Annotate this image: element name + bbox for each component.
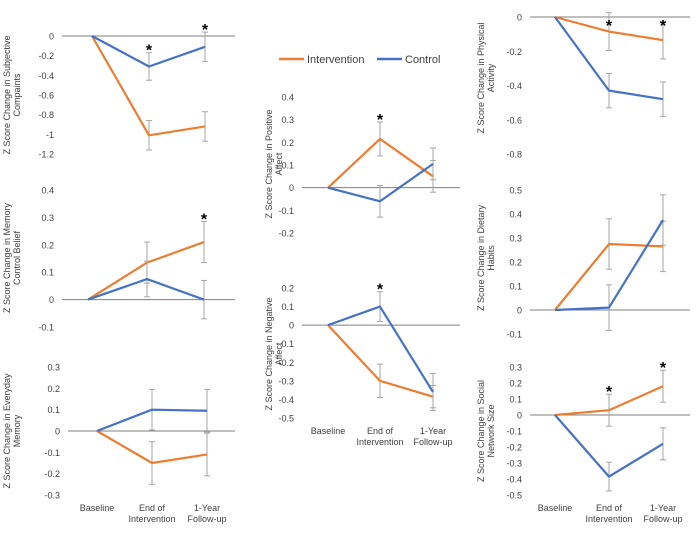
- significance-asterisk: *: [202, 22, 209, 39]
- significance-asterisk: *: [660, 360, 667, 377]
- legend-label-intervention: Intervention: [307, 54, 364, 66]
- y-tick-label: 0.1: [41, 268, 54, 278]
- y-tick-label: -0.3: [278, 376, 294, 386]
- y-tick-label: 0: [289, 321, 294, 331]
- chart-5: 0.2 0.1 0 -0.1 -0.2 -0.3 -0.4 -0.5 Z Score Chang…: [264, 282, 460, 447]
- y-axis-title: Z Score Change in EverydayMemory: [2, 373, 22, 489]
- significance-asterisk: *: [201, 212, 208, 229]
- chart-6: 0 -0.2 -0.4 -0.6 -0.8 Z Score Change in Physi…: [476, 12, 690, 160]
- charts: 0 -0.2 -0.4 -0.6 -0.8 -1 -1.2 Z Score Change in…: [2, 12, 690, 524]
- legend-label-control: Control: [405, 54, 440, 66]
- y-tick-label: -0.2: [38, 51, 54, 61]
- y-tick-label: 0.3: [509, 363, 522, 373]
- y-axis-title: Z Score Change in MemoryControl Belief: [2, 202, 22, 313]
- y-tick-label: 0.2: [47, 384, 60, 394]
- significance-asterisk: *: [606, 18, 613, 35]
- y-tick-label: -0.4: [278, 395, 294, 405]
- y-tick-label: -0.2: [44, 469, 60, 479]
- y-tick-label: 0.3: [47, 363, 60, 373]
- y-tick-label: 0.2: [41, 240, 54, 250]
- y-axis-title: Z Score Change in SocialNetwork Size: [476, 380, 496, 482]
- y-tick-label: -0.1: [44, 448, 60, 458]
- y-tick-label: 0.2: [509, 379, 522, 389]
- x-tick-label: End of Intervention: [356, 426, 403, 447]
- significance-asterisk: *: [377, 282, 384, 299]
- chart-7: 0.5 0.4 0.3 0.2 0.1 0 -0.1 Z Score Change in Di…: [476, 186, 690, 340]
- chart-2: 0.4 0.3 0.2 0.1 0 -0.1 Z Score Change in Memor…: [2, 186, 235, 333]
- y-tick-label: -0.4: [38, 71, 54, 81]
- y-tick-label: -0.5: [506, 491, 522, 501]
- y-tick-label: 0.3: [509, 234, 522, 244]
- chart-8: 0.3 0.2 0.1 0 -0.1 -0.2 -0.3 -0.4 -0.5 Z Score Ch…: [476, 360, 690, 524]
- x-tick-label: Baseline: [311, 426, 346, 436]
- y-tick-label: 0.3: [281, 115, 294, 125]
- chart-1: 0 -0.2 -0.4 -0.6 -0.8 -1 -1.2 Z Score Change in…: [2, 22, 235, 160]
- y-axis-title: Z Score Change in DietaryHabits: [476, 204, 496, 311]
- y-tick-label: 0: [49, 295, 54, 305]
- y-axis-title: Z Score Change in NegativeAffect: [264, 297, 284, 410]
- y-tick-label: 0.5: [509, 186, 522, 196]
- x-tick-label: Baseline: [538, 503, 573, 513]
- y-tick-label: -0.6: [38, 91, 54, 101]
- y-tick-label: -0.1: [278, 339, 294, 349]
- y-tick-label: -0.2: [278, 229, 294, 239]
- x-tick-label: End of Intervention: [585, 503, 632, 524]
- legend: Intervention Control: [279, 54, 440, 66]
- y-tick-label: 0.4: [281, 93, 294, 103]
- chart-3: 0.3 0.2 0.1 0 -0.1 -0.2 -0.3 Z Score Change in …: [2, 363, 235, 524]
- y-tick-label: -0.3: [506, 459, 522, 469]
- y-tick-label: 0.2: [509, 258, 522, 268]
- y-tick-label: 0.1: [47, 405, 60, 415]
- significance-asterisk: *: [146, 43, 153, 60]
- y-tick-label: 0.1: [281, 161, 294, 171]
- y-tick-label: 0.4: [509, 210, 522, 220]
- y-tick-label: -0.2: [506, 47, 522, 57]
- x-tick-label: Baseline: [80, 503, 115, 513]
- y-tick-label: -0.4: [506, 475, 522, 485]
- y-tick-label: 0: [55, 427, 60, 437]
- x-tick-label: 1-Year Follow-up: [187, 503, 226, 524]
- x-tick-label: 1-Year Follow-up: [643, 503, 682, 524]
- x-tick-label: End of Intervention: [128, 503, 175, 524]
- y-tick-label: 0: [289, 183, 294, 193]
- significance-asterisk: *: [377, 112, 384, 129]
- series-line-intervention: [87, 241, 205, 301]
- y-tick-label: -0.1: [278, 206, 294, 216]
- y-tick-label: -0.3: [44, 491, 60, 501]
- y-tick-label: 0: [517, 13, 522, 23]
- y-tick-label: -0.2: [278, 358, 294, 368]
- y-tick-label: -0.6: [506, 115, 522, 125]
- y-tick-label: 0: [517, 306, 522, 316]
- y-tick-label: 0.1: [281, 302, 294, 312]
- y-tick-label: 0: [49, 32, 54, 42]
- y-tick-label: -0.1: [38, 323, 54, 333]
- significance-asterisk: *: [660, 18, 667, 35]
- y-tick-label: -0.8: [38, 110, 54, 120]
- y-tick-label: -0.1: [506, 330, 522, 340]
- y-tick-label: -0.1: [506, 427, 522, 437]
- y-tick-label: -0.5: [278, 414, 294, 424]
- y-tick-label: 0.3: [41, 213, 54, 223]
- y-axis-title: Z Score Change in SubjectiveCompaints: [2, 35, 22, 154]
- x-tick-label: 1-Year Follow-up: [413, 426, 452, 447]
- significance-asterisk: *: [606, 384, 613, 401]
- y-tick-label: -1.2: [38, 150, 54, 160]
- y-tick-label: 0.1: [509, 395, 522, 405]
- chart-4: 0.4 0.3 0.2 0.1 0 -0.1 -0.2 Z Score Change in P…: [264, 93, 460, 239]
- y-tick-label: 0.2: [281, 138, 294, 148]
- y-tick-label: 0.2: [281, 284, 294, 294]
- y-tick-label: -0.2: [506, 443, 522, 453]
- y-tick-label: 0.4: [41, 186, 54, 196]
- y-tick-label: 0.1: [509, 282, 522, 292]
- y-axis-title: Z Score Change in PhysicalActivity: [476, 22, 496, 133]
- y-tick-label: 0: [517, 411, 522, 421]
- y-tick-label: -0.8: [506, 150, 522, 160]
- y-tick-label: -1: [46, 130, 54, 140]
- y-axis-title: Z Score Change in PositiveAffect: [264, 109, 284, 218]
- y-tick-label: -0.4: [506, 81, 522, 91]
